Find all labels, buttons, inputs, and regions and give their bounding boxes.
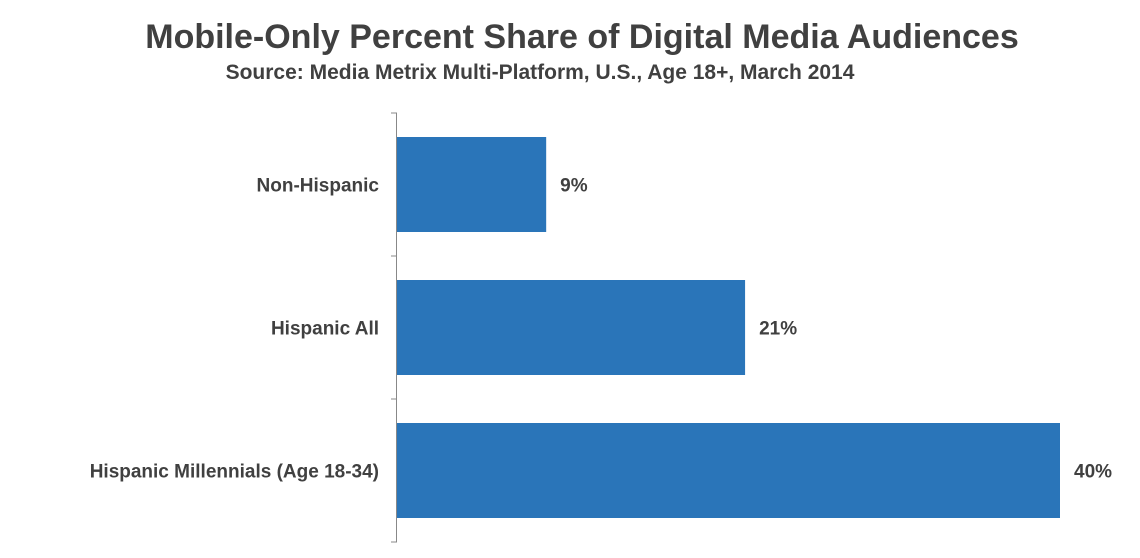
bar	[397, 280, 746, 375]
data-label: 21%	[759, 319, 797, 340]
data-label: 40%	[1074, 462, 1112, 483]
bar	[397, 137, 547, 232]
category-label: Hispanic All	[271, 319, 379, 340]
category-label: Non-Hispanic	[257, 176, 380, 197]
bar	[397, 423, 1060, 518]
chart-subtitle: Source: Media Metrix Multi-Platform, U.S…	[225, 61, 855, 84]
category-label: Hispanic Millennials (Age 18-34)	[90, 462, 379, 483]
chart-title: Mobile-Only Percent Share of Digital Med…	[145, 18, 1019, 56]
data-label: 9%	[560, 176, 588, 197]
